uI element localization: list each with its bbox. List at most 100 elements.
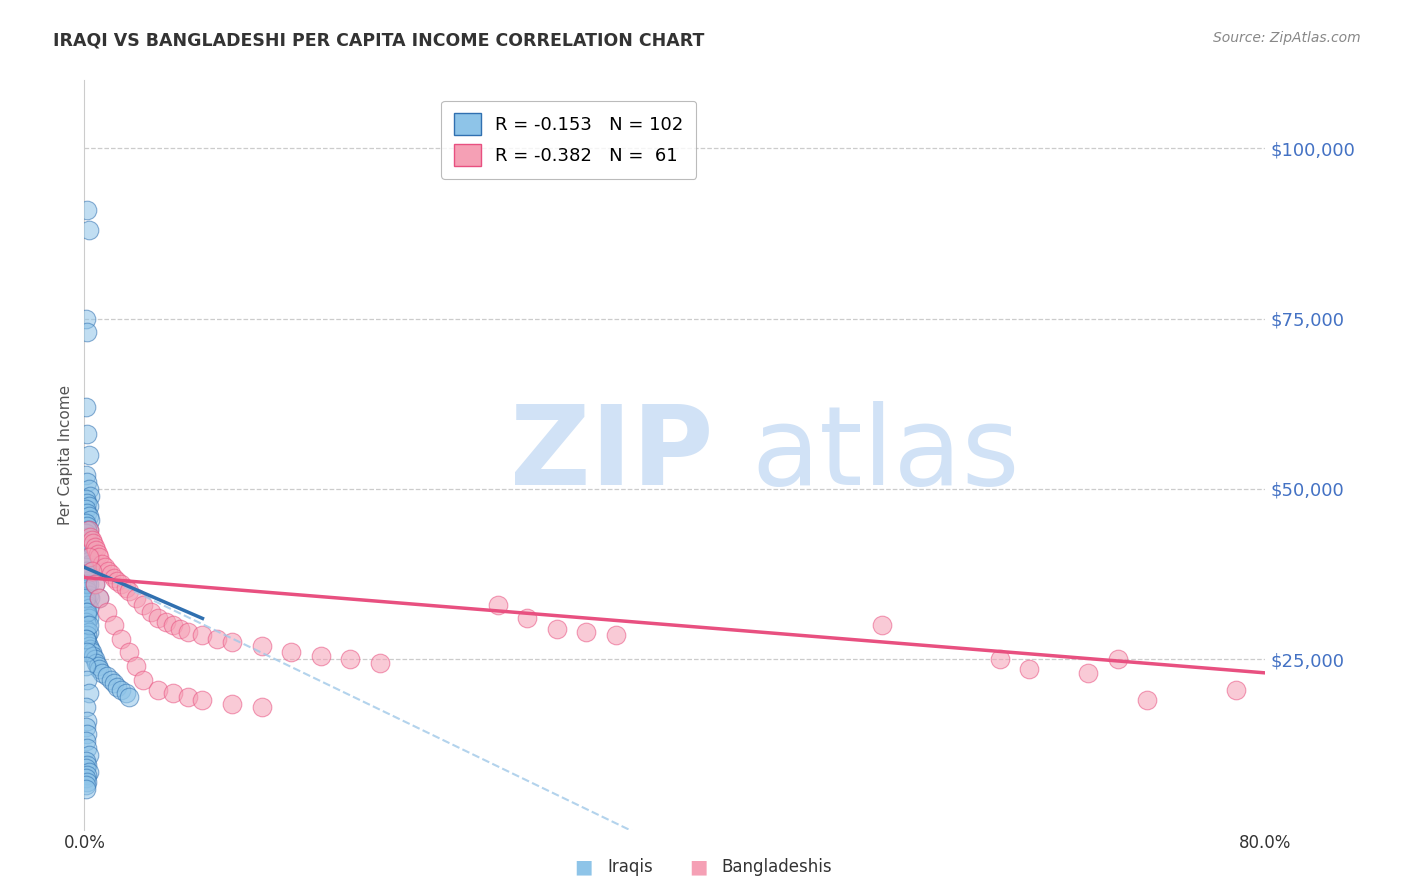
Point xyxy=(77,536,100,550)
Point xyxy=(75,468,97,483)
Point xyxy=(91,557,114,571)
Point xyxy=(83,652,105,666)
Point xyxy=(118,690,141,704)
Point xyxy=(76,530,98,544)
Point xyxy=(76,475,98,490)
Point xyxy=(84,543,107,558)
Point xyxy=(77,639,100,653)
Point xyxy=(77,482,100,496)
Point xyxy=(75,311,97,326)
Point xyxy=(118,584,141,599)
Point xyxy=(1225,682,1247,697)
Point xyxy=(87,663,111,677)
Point xyxy=(77,601,100,615)
Point xyxy=(77,611,100,625)
Point xyxy=(76,740,98,755)
Point xyxy=(162,686,184,700)
Point xyxy=(76,523,98,537)
Point xyxy=(83,577,105,591)
Point xyxy=(76,605,98,619)
Point xyxy=(87,591,111,605)
Point xyxy=(79,642,101,657)
Point xyxy=(76,577,98,591)
Point xyxy=(82,648,104,663)
Point xyxy=(77,625,100,640)
Point xyxy=(79,530,101,544)
Point xyxy=(309,648,332,663)
Point xyxy=(605,628,627,642)
Point xyxy=(76,550,98,565)
Point xyxy=(76,645,98,659)
Point xyxy=(103,618,125,632)
Point xyxy=(77,523,100,537)
Text: atlas: atlas xyxy=(752,401,1021,508)
Point xyxy=(110,577,132,591)
Point xyxy=(516,611,538,625)
Point xyxy=(75,401,97,415)
Point xyxy=(368,656,391,670)
Text: ■: ■ xyxy=(689,857,709,877)
Point xyxy=(75,594,97,608)
Point xyxy=(105,574,128,588)
Point xyxy=(75,622,97,636)
Point xyxy=(103,570,125,584)
Point xyxy=(75,591,97,605)
Point xyxy=(75,581,97,595)
Point xyxy=(76,607,98,622)
Point xyxy=(100,567,122,582)
Text: Bangladeshis: Bangladeshis xyxy=(721,858,832,876)
Legend: R = -0.153   N = 102, R = -0.382   N =  61: R = -0.153 N = 102, R = -0.382 N = 61 xyxy=(441,101,696,179)
Point xyxy=(75,632,97,646)
Y-axis label: Per Capita Income: Per Capita Income xyxy=(58,384,73,525)
Point xyxy=(575,625,598,640)
Point xyxy=(280,645,302,659)
Point xyxy=(91,665,114,680)
Point xyxy=(79,557,101,571)
Point xyxy=(83,540,105,554)
Point xyxy=(79,591,101,605)
Point xyxy=(75,781,97,796)
Point xyxy=(76,427,98,442)
Point xyxy=(125,591,148,605)
Point xyxy=(75,615,97,629)
Point xyxy=(486,598,509,612)
Point xyxy=(207,632,229,646)
Point xyxy=(114,686,136,700)
Point xyxy=(75,700,97,714)
Point xyxy=(79,513,101,527)
Point xyxy=(80,564,103,578)
Point xyxy=(75,502,97,516)
Point xyxy=(250,639,273,653)
Point xyxy=(250,700,273,714)
Point xyxy=(87,550,111,565)
Point xyxy=(75,570,97,584)
Text: Source: ZipAtlas.com: Source: ZipAtlas.com xyxy=(1213,31,1361,45)
Point xyxy=(110,682,132,697)
Point xyxy=(76,618,98,632)
Point xyxy=(75,761,97,775)
Point xyxy=(86,547,108,561)
Point xyxy=(169,622,191,636)
Point xyxy=(110,632,132,646)
Point xyxy=(162,618,184,632)
Point xyxy=(75,605,97,619)
Point xyxy=(76,495,98,509)
Point xyxy=(148,611,170,625)
Point xyxy=(118,645,141,659)
Point xyxy=(75,778,97,792)
Point xyxy=(105,680,128,694)
Point xyxy=(76,202,98,217)
Point xyxy=(75,755,97,769)
Point xyxy=(77,764,100,779)
Point xyxy=(75,564,97,578)
Point xyxy=(132,673,155,687)
Point xyxy=(76,673,98,687)
Point xyxy=(77,567,100,582)
Point xyxy=(79,550,101,565)
Point xyxy=(125,659,148,673)
Point xyxy=(75,526,97,541)
Point xyxy=(75,772,97,786)
Point xyxy=(1018,663,1040,677)
Point xyxy=(77,553,100,567)
Point xyxy=(77,223,100,237)
